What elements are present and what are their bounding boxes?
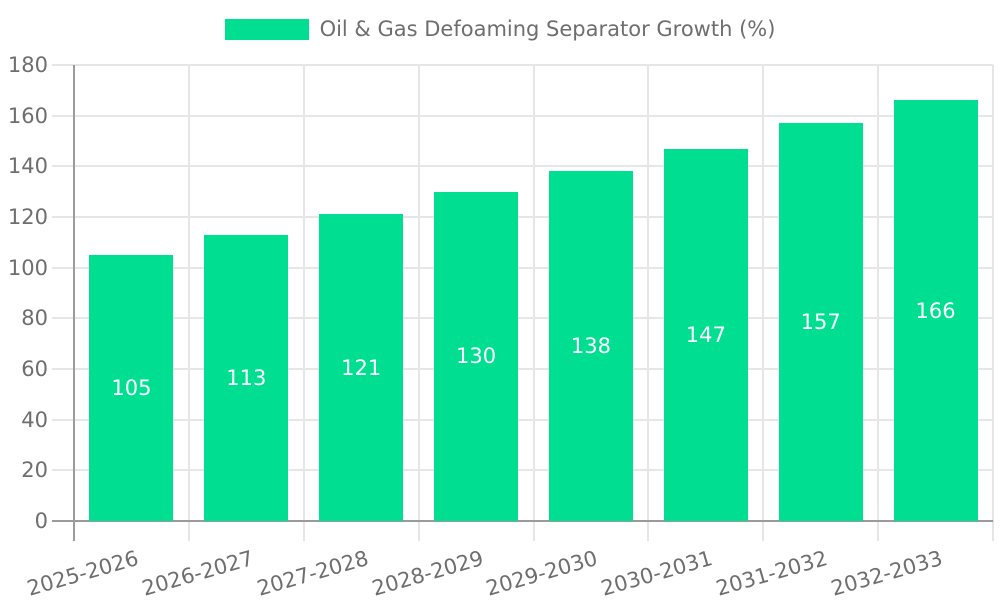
y-axis-line	[73, 65, 75, 541]
y-tick-label: 160	[7, 103, 48, 128]
legend-swatch-icon	[224, 18, 309, 40]
x-tick-label: 2025-2026	[24, 546, 142, 600]
y-tick-label: 80	[21, 306, 48, 331]
v-gridline	[877, 65, 880, 521]
x-tick-label: 2028-2029	[369, 546, 486, 600]
y-tick-label: 180	[7, 53, 48, 77]
x-tick-mark	[762, 521, 765, 541]
h-gridline	[52, 165, 993, 168]
v-gridline	[302, 65, 305, 521]
x-tick-label: 2027-2028	[254, 546, 371, 600]
x-tick-mark	[992, 521, 994, 541]
x-tick-mark	[647, 521, 650, 541]
chart-legend[interactable]: Oil & Gas Defoaming Separator Growth (%)	[0, 17, 1000, 41]
legend-label: Oil & Gas Defoaming Separator Growth (%)	[319, 17, 776, 41]
bar[interactable]	[319, 214, 404, 521]
h-gridline	[52, 418, 993, 421]
y-tick-label: 100	[7, 255, 48, 280]
x-tick-label: 2030-2031	[598, 546, 716, 600]
h-gridline	[52, 114, 993, 117]
y-tick-label: 0	[34, 509, 48, 533]
x-tick-mark	[877, 521, 880, 541]
h-gridline	[52, 216, 993, 218]
x-tick-mark	[187, 521, 190, 541]
h-gridline	[52, 317, 993, 320]
y-tick-label: 40	[21, 407, 48, 432]
x-tick-mark	[532, 521, 535, 541]
v-gridline	[417, 65, 420, 521]
x-axis-line	[52, 520, 993, 522]
bar[interactable]	[204, 234, 289, 521]
bar[interactable]	[434, 191, 519, 521]
y-tick-label: 140	[7, 154, 48, 179]
v-gridline	[992, 65, 994, 521]
bar-value-label: 138	[570, 334, 611, 359]
bar[interactable]	[778, 123, 863, 521]
bar-value-label: 105	[111, 376, 152, 400]
x-tick-label: 2026-2027	[139, 546, 256, 600]
bar-value-label: 113	[226, 365, 267, 390]
h-gridline	[52, 469, 993, 472]
bar[interactable]	[893, 100, 978, 521]
y-tick-label: 20	[21, 458, 48, 483]
x-tick-mark	[417, 521, 420, 541]
bar-value-label: 130	[456, 344, 497, 369]
bar-value-label: 121	[341, 355, 382, 380]
bar[interactable]	[548, 171, 633, 521]
bar-value-label: 166	[915, 298, 956, 323]
v-gridline	[532, 65, 535, 521]
bar[interactable]	[89, 255, 174, 521]
bar-value-label: 157	[800, 310, 841, 335]
bar[interactable]	[663, 148, 748, 521]
v-gridline	[187, 65, 190, 521]
x-tick-label: 2031-2032	[713, 546, 831, 600]
v-gridline	[647, 65, 650, 521]
h-gridline	[52, 368, 993, 370]
x-tick-label: 2029-2030	[483, 546, 601, 600]
h-gridline	[52, 266, 993, 269]
y-tick-label: 60	[21, 357, 48, 381]
bar-value-label: 147	[685, 322, 726, 347]
h-gridline	[52, 64, 993, 66]
y-tick-label: 120	[7, 205, 48, 229]
x-tick-label: 2032-2033	[828, 546, 946, 600]
v-gridline	[762, 65, 765, 521]
x-tick-mark	[302, 521, 305, 541]
